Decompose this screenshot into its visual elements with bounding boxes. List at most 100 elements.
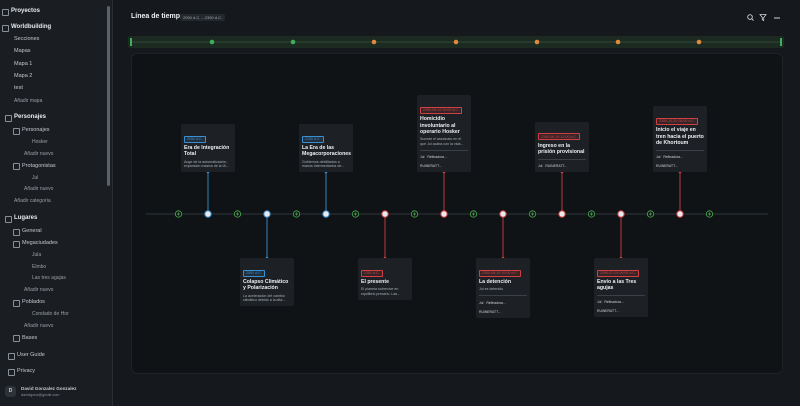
event-date: 2351 d.C.: [361, 269, 383, 277]
timeline-panel: 2050 d.C. Era de Integración Total Auge de…: [131, 53, 783, 374]
event-card[interactable]: 2351 d.C. El presente El planeta sobrevive…: [358, 258, 412, 300]
map-item[interactable]: Mapa 1: [14, 61, 33, 67]
event-tags: Jul Refinadora... RUINERATT...: [479, 295, 527, 315]
search-icon[interactable]: [747, 14, 753, 20]
event-tag: Refinadora...: [604, 300, 624, 305]
event-card[interactable]: 2350-10-20 08:00 d.C. Inicio el viaje en …: [653, 106, 707, 172]
add-item[interactable]: Añadir nuevo: [24, 150, 54, 157]
icon: [8, 368, 15, 376]
event-title: Era de Integración Total: [184, 145, 230, 158]
item[interactable]: Condado de Hor: [32, 311, 69, 318]
user-name: David Gonzalez Gonzalez: [21, 386, 77, 391]
minimap: [128, 36, 784, 48]
event-tag: Jul: [597, 300, 602, 305]
event-dot[interactable]: [381, 210, 389, 218]
event-tag: RUINERATT...: [656, 164, 678, 168]
footer-link[interactable]: Privacy: [17, 368, 36, 374]
project-name[interactable]: Worldbuilding: [11, 24, 52, 30]
avatar: D: [5, 386, 16, 397]
item[interactable]: Jul: [32, 174, 39, 181]
event-card[interactable]: 2350-06-19 12:00 d.C. Ingreso en la prisi…: [535, 121, 589, 172]
sections-link[interactable]: Secciones: [14, 36, 40, 42]
timeline-axis: [146, 170, 768, 260]
sidebar: Proyectos Worldbuilding Secciones Mapas Mapa…: [0, 0, 113, 406]
footer-link[interactable]: User Guide: [17, 352, 45, 358]
plus: [412, 212, 417, 216]
event-tags: Jul Refinadora... RUINERATT...: [420, 149, 468, 170]
event-tag: Refinadora...: [663, 155, 683, 159]
event-tag: RUINERATT...: [597, 309, 619, 314]
maps-link[interactable]: Mapas: [14, 48, 31, 54]
event-date: 2150 d.C.: [302, 135, 324, 143]
event-date: 2050 d.C.: [184, 135, 206, 143]
event-description: Jul es detenido: [479, 287, 504, 292]
header-icons: [747, 14, 780, 22]
section-header[interactable]: Personajes: [14, 114, 47, 120]
plus: [176, 212, 181, 216]
date-range: 2050 d.C. – 2350 d.C.: [180, 14, 226, 21]
event-tag: Jul: [538, 164, 543, 168]
icon: [2, 8, 9, 16]
item[interactable]: Hosker: [32, 139, 48, 145]
event-card[interactable]: 2150 d.C. La Era de las Megacorporaciones…: [299, 124, 353, 172]
event-dot[interactable]: [499, 210, 507, 218]
user-email: davidgonz@gmail.com: [21, 393, 60, 397]
event-dot[interactable]: [322, 210, 330, 218]
add-item[interactable]: Añadir nuevo: [24, 186, 54, 193]
group-label[interactable]: Personajes: [22, 127, 50, 133]
map-item[interactable]: test: [14, 85, 23, 91]
group-label[interactable]: Protagonistas: [22, 162, 56, 169]
group-label[interactable]: Bases: [22, 334, 38, 341]
event-card[interactable]: 2350-06-15 10:00 d.C. La detención Jul es …: [476, 258, 530, 318]
event-description: Gobiernos debilitados a manos intermedia…: [302, 159, 345, 169]
event-date: 2350-06-12 09:00 d.C.: [420, 106, 462, 114]
event-card[interactable]: 2050 d.C. Era de Integración Total Auge de…: [181, 124, 235, 172]
event-description: Sucede el asesinato en el que Jul acaba …: [420, 137, 464, 146]
event-dot[interactable]: [440, 210, 448, 218]
event-dot[interactable]: [204, 210, 212, 218]
icon: [5, 215, 12, 223]
add-item[interactable]: Añadir nuevo: [24, 287, 54, 294]
add-item[interactable]: Añadir nuevo: [24, 322, 54, 329]
event-card[interactable]: 2350-06-12 09:00 d.C. Homicidio involunta…: [417, 95, 471, 172]
event-title: El presente: [361, 279, 389, 285]
event-dot[interactable]: [558, 210, 566, 218]
event-card[interactable]: 2350-07-03 09:00 d.C. Envío a las Tres ag…: [594, 258, 648, 318]
page-title: Línea de tiempo: [131, 13, 185, 20]
event-date: 2350-07-03 09:00 d.C.: [597, 269, 639, 277]
section-header[interactable]: Lugares: [14, 215, 38, 221]
event-date: 2051 d.C.: [243, 269, 265, 277]
event-tag: RUINERATT...: [545, 164, 567, 168]
plus: [648, 212, 653, 216]
plus: [471, 212, 476, 216]
event-tag: Refinadora...: [427, 155, 447, 159]
event-tag: RUINERATT...: [420, 164, 442, 168]
plus: [235, 212, 240, 216]
icon: [2, 24, 9, 32]
map-item[interactable]: Mapa 2: [14, 73, 33, 79]
event-description: Auge de la automatización, expansión mas…: [184, 159, 229, 169]
event-card[interactable]: 2051 d.C. Colapso Climático y Polarizació…: [240, 258, 294, 306]
add-category[interactable]: Añadir categoría: [14, 198, 51, 205]
event-dot[interactable]: [617, 210, 625, 218]
group-label[interactable]: Megaciudades: [22, 240, 58, 246]
event-tag: Jul: [656, 155, 661, 159]
add-map[interactable]: Añadir mapa: [14, 98, 43, 104]
filter-icon[interactable]: [759, 14, 767, 22]
item[interactable]: Jula: [32, 252, 42, 258]
event-dot[interactable]: [676, 210, 684, 218]
item[interactable]: Las tres agujas: [32, 275, 66, 282]
event-title: Ingreso en la prisión provisional: [538, 142, 585, 156]
event-tag: Jul: [420, 155, 425, 159]
projects-label[interactable]: Proyectos: [11, 8, 41, 14]
event-dot[interactable]: [263, 210, 271, 218]
group-label[interactable]: Poblados: [22, 299, 45, 306]
icon: [13, 335, 20, 343]
icon: [13, 240, 20, 248]
item[interactable]: Elmbo: [32, 263, 47, 270]
icon: [13, 228, 20, 236]
scrollbar[interactable]: [107, 6, 110, 186]
group-label[interactable]: General: [22, 228, 42, 234]
event-tag: RUINERATT...: [479, 309, 501, 314]
event-description: La aceleración del cambio climático debi…: [243, 293, 286, 303]
